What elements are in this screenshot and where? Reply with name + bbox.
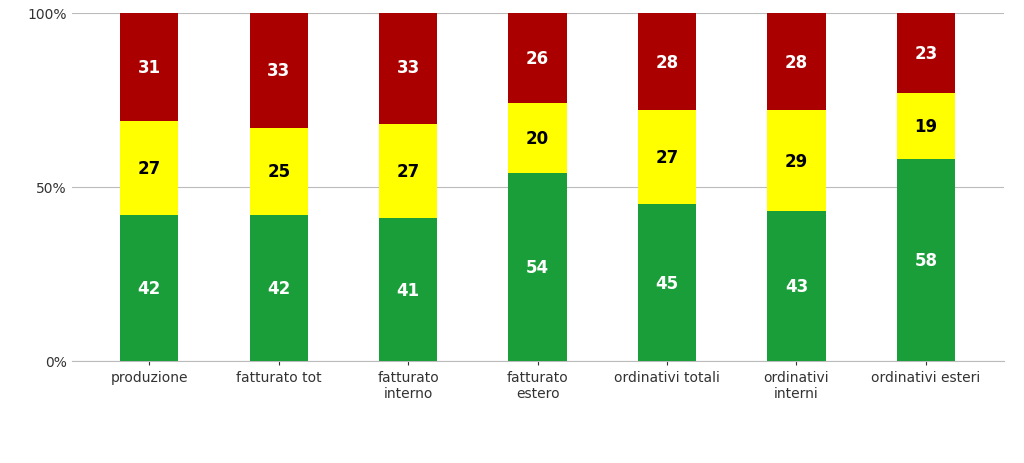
Text: 45: 45 (655, 274, 679, 292)
Bar (767, 111, 825, 212)
Bar (120, 121, 178, 215)
Bar (379, 125, 437, 219)
Bar (509, 14, 566, 104)
Text: 28: 28 (784, 54, 808, 71)
Text: 58: 58 (914, 251, 937, 269)
Bar (379, 219, 437, 361)
Bar (767, 14, 825, 111)
Bar (250, 215, 308, 361)
Text: 33: 33 (267, 62, 291, 80)
Bar (509, 174, 566, 361)
Text: 27: 27 (396, 163, 420, 181)
Bar (120, 215, 178, 361)
Bar (638, 205, 696, 361)
Bar (379, 11, 437, 125)
Text: 43: 43 (784, 277, 808, 295)
Bar (897, 14, 955, 94)
Bar (250, 128, 308, 215)
Text: 23: 23 (914, 45, 938, 63)
Text: 27: 27 (655, 149, 679, 167)
Text: 42: 42 (137, 279, 161, 297)
Text: 31: 31 (138, 59, 161, 77)
Text: 27: 27 (137, 159, 161, 177)
Bar (638, 14, 696, 111)
Text: 29: 29 (784, 152, 808, 170)
Bar (250, 14, 308, 128)
Bar (120, 14, 178, 121)
Bar (897, 160, 955, 361)
Bar (509, 104, 566, 174)
Bar (767, 212, 825, 361)
Bar (897, 94, 955, 160)
Text: 41: 41 (396, 281, 420, 299)
Text: 25: 25 (267, 163, 291, 181)
Text: 20: 20 (526, 130, 549, 148)
Text: 54: 54 (526, 258, 549, 276)
Bar (638, 111, 696, 205)
Text: 28: 28 (655, 54, 679, 71)
Text: 19: 19 (914, 118, 937, 136)
Text: 42: 42 (267, 279, 291, 297)
Text: 33: 33 (396, 59, 420, 77)
Text: 26: 26 (526, 50, 549, 68)
